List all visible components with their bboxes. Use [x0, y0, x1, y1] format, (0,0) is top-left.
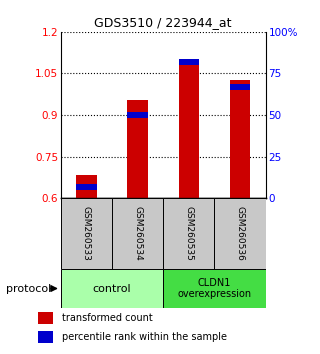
- Text: control: control: [93, 284, 131, 293]
- Text: transformed count: transformed count: [61, 313, 152, 323]
- Text: CLDN1
overexpression: CLDN1 overexpression: [177, 278, 252, 299]
- Bar: [163, 269, 266, 308]
- Bar: [127, 112, 148, 118]
- Bar: [179, 64, 199, 198]
- Bar: [76, 175, 97, 198]
- Bar: [112, 198, 163, 269]
- Bar: [76, 184, 97, 190]
- Bar: [61, 269, 163, 308]
- Text: GSM260536: GSM260536: [236, 206, 244, 261]
- Title: GDS3510 / 223944_at: GDS3510 / 223944_at: [94, 16, 232, 29]
- Bar: [230, 80, 250, 198]
- Bar: [38, 331, 53, 343]
- Text: GSM260533: GSM260533: [82, 206, 91, 261]
- Text: GSM260534: GSM260534: [133, 206, 142, 261]
- Bar: [179, 59, 199, 64]
- Text: GSM260535: GSM260535: [184, 206, 193, 261]
- Bar: [230, 84, 250, 90]
- Bar: [61, 198, 112, 269]
- Text: percentile rank within the sample: percentile rank within the sample: [61, 332, 227, 342]
- Text: protocol: protocol: [6, 284, 51, 293]
- Bar: [127, 100, 148, 198]
- Bar: [38, 312, 53, 324]
- Bar: [163, 198, 214, 269]
- Bar: [214, 198, 266, 269]
